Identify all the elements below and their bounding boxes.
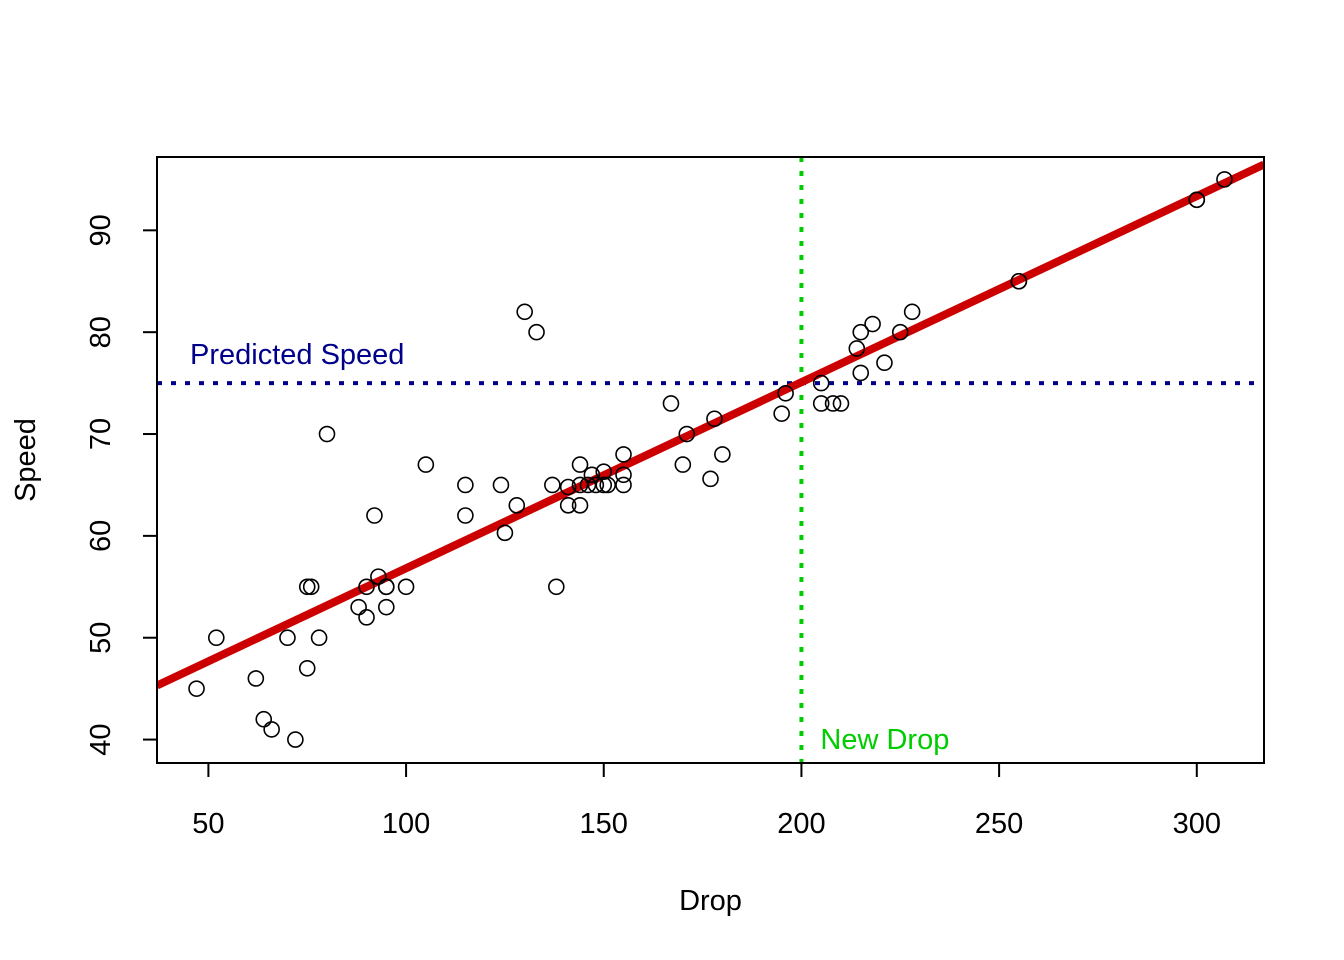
data-point	[378, 578, 395, 596]
data-point	[674, 456, 692, 473]
data-point	[599, 476, 617, 494]
data-point	[417, 456, 435, 473]
data-point	[318, 425, 336, 443]
data-point	[247, 670, 265, 687]
data-point	[1010, 272, 1028, 290]
data-point	[302, 578, 320, 596]
data-point	[370, 568, 387, 585]
data-point	[891, 323, 909, 341]
data-point	[812, 374, 830, 392]
data-point	[492, 476, 510, 494]
data-point	[662, 395, 680, 412]
data-point	[508, 497, 526, 514]
data-point	[587, 476, 605, 494]
y-tick-label: 50	[85, 622, 117, 654]
data-point	[702, 470, 719, 488]
data-point	[777, 384, 794, 402]
y-tick-label: 40	[85, 723, 117, 755]
x-tick-label: 100	[382, 808, 430, 840]
data-point	[571, 476, 589, 494]
y-tick-label: 90	[85, 214, 117, 246]
data-point	[571, 497, 589, 514]
predicted-speed-label: Predicted Speed	[190, 339, 404, 371]
data-point	[188, 680, 205, 697]
data-point	[706, 410, 723, 428]
data-point	[571, 456, 589, 473]
y-tick-label: 80	[85, 316, 117, 348]
x-axis-title: Drop	[679, 885, 742, 917]
x-tick-label: 300	[1173, 808, 1221, 840]
data-point	[496, 524, 514, 542]
data-point	[583, 466, 601, 484]
data-point	[876, 354, 893, 372]
data-points	[188, 171, 1233, 748]
data-point	[544, 476, 561, 494]
data-point	[615, 476, 632, 494]
data-point	[350, 598, 367, 616]
data-point	[263, 721, 280, 738]
x-axis: 50 100 150 200 250 300	[192, 762, 1221, 840]
data-point	[903, 303, 921, 321]
data-point	[1216, 171, 1233, 188]
data-point	[279, 629, 296, 647]
data-point	[678, 425, 696, 443]
data-point	[864, 315, 881, 333]
data-point	[773, 405, 790, 422]
data-point	[528, 323, 545, 341]
y-axis: 40 50 60 70 80 90	[85, 214, 158, 756]
data-point	[832, 395, 850, 412]
plot-area	[157, 157, 1264, 763]
data-point	[848, 340, 866, 357]
data-point	[287, 731, 304, 748]
y-axis-title: Speed	[10, 418, 42, 502]
data-point	[595, 476, 613, 494]
x-tick-label: 200	[777, 808, 825, 840]
data-point	[824, 395, 842, 412]
data-point	[516, 303, 533, 321]
data-point	[559, 478, 577, 496]
data-point	[852, 364, 870, 382]
data-point	[208, 629, 225, 647]
data-point	[397, 578, 415, 596]
data-point	[559, 497, 577, 514]
data-point	[310, 629, 328, 647]
data-point	[255, 710, 273, 728]
data-point	[615, 446, 632, 463]
data-point	[579, 476, 597, 494]
plot-frame	[156, 156, 1265, 764]
x-tick-label: 50	[192, 808, 224, 840]
data-point	[457, 476, 474, 494]
y-tick-label: 70	[85, 418, 117, 450]
data-point	[366, 507, 383, 524]
data-point	[812, 395, 830, 412]
data-point	[378, 598, 395, 616]
x-tick-label: 250	[975, 808, 1023, 840]
data-point	[358, 609, 375, 626]
data-point	[358, 578, 375, 596]
data-point	[298, 659, 316, 677]
data-point	[457, 507, 474, 524]
data-point	[548, 578, 565, 596]
data-point	[615, 466, 632, 484]
y-tick-label: 60	[85, 520, 117, 552]
x-tick-label: 150	[580, 808, 628, 840]
data-point	[852, 323, 870, 341]
data-point	[1188, 191, 1206, 209]
data-point	[714, 446, 731, 463]
data-point	[298, 578, 316, 596]
new-drop-label: New Drop	[820, 724, 949, 756]
